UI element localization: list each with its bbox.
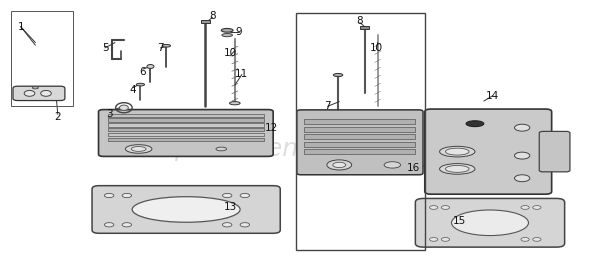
Bar xyxy=(296,13,425,250)
Text: 7: 7 xyxy=(324,101,331,111)
Text: 10: 10 xyxy=(370,43,383,53)
FancyBboxPatch shape xyxy=(425,109,552,194)
Circle shape xyxy=(514,152,530,159)
Text: 12: 12 xyxy=(265,123,278,133)
Ellipse shape xyxy=(333,73,343,77)
Circle shape xyxy=(533,206,541,209)
Bar xyxy=(108,133,264,136)
Circle shape xyxy=(122,193,132,198)
Circle shape xyxy=(533,238,541,241)
Bar xyxy=(108,123,264,127)
FancyBboxPatch shape xyxy=(13,86,65,101)
Bar xyxy=(11,11,73,106)
Text: 14: 14 xyxy=(486,91,499,101)
Ellipse shape xyxy=(136,83,145,86)
Ellipse shape xyxy=(32,87,38,89)
Ellipse shape xyxy=(222,34,232,37)
Ellipse shape xyxy=(445,148,469,155)
Text: 8: 8 xyxy=(209,11,216,21)
FancyBboxPatch shape xyxy=(539,131,570,172)
Text: 15: 15 xyxy=(453,216,466,226)
Bar xyxy=(108,128,264,131)
Ellipse shape xyxy=(41,90,51,96)
Text: 7: 7 xyxy=(157,43,164,53)
Circle shape xyxy=(240,193,250,198)
Circle shape xyxy=(514,124,530,131)
Bar xyxy=(108,114,264,117)
Ellipse shape xyxy=(466,121,484,127)
Bar xyxy=(304,149,415,154)
Bar xyxy=(360,26,369,29)
Bar xyxy=(304,142,415,147)
Ellipse shape xyxy=(125,145,152,153)
Ellipse shape xyxy=(327,160,352,170)
Circle shape xyxy=(521,238,529,241)
Ellipse shape xyxy=(24,90,35,96)
Circle shape xyxy=(104,193,114,198)
Circle shape xyxy=(430,206,438,209)
Bar xyxy=(304,127,415,132)
Circle shape xyxy=(240,223,250,227)
Bar xyxy=(108,138,264,141)
Ellipse shape xyxy=(451,210,529,236)
Circle shape xyxy=(222,193,232,198)
Text: 2: 2 xyxy=(54,112,61,122)
Circle shape xyxy=(104,223,114,227)
Ellipse shape xyxy=(162,44,171,47)
Text: 1: 1 xyxy=(17,22,24,32)
FancyBboxPatch shape xyxy=(297,110,423,175)
Text: 11: 11 xyxy=(235,69,248,80)
Text: 16: 16 xyxy=(407,163,419,173)
FancyBboxPatch shape xyxy=(99,110,273,156)
Ellipse shape xyxy=(216,147,227,151)
Ellipse shape xyxy=(221,28,233,32)
Ellipse shape xyxy=(119,105,128,110)
FancyBboxPatch shape xyxy=(415,198,565,247)
Circle shape xyxy=(430,238,438,241)
Bar xyxy=(201,20,210,23)
Ellipse shape xyxy=(384,162,401,168)
Ellipse shape xyxy=(132,197,240,222)
Text: 10: 10 xyxy=(224,48,237,58)
Text: 3: 3 xyxy=(106,109,113,119)
Ellipse shape xyxy=(147,65,154,69)
Text: 8: 8 xyxy=(356,16,363,26)
Ellipse shape xyxy=(333,162,346,168)
Ellipse shape xyxy=(440,164,475,174)
Circle shape xyxy=(521,206,529,209)
Bar xyxy=(304,134,415,139)
Bar xyxy=(108,118,264,122)
Ellipse shape xyxy=(445,165,469,172)
Ellipse shape xyxy=(131,147,146,151)
Text: 9: 9 xyxy=(235,27,242,37)
Text: 4: 4 xyxy=(129,85,136,95)
Ellipse shape xyxy=(230,102,240,105)
Circle shape xyxy=(441,238,450,241)
Circle shape xyxy=(122,223,132,227)
FancyBboxPatch shape xyxy=(92,186,280,233)
Text: eReplacementPa: eReplacementPa xyxy=(127,137,339,161)
Text: 13: 13 xyxy=(224,202,237,213)
Ellipse shape xyxy=(440,146,475,157)
Text: 6: 6 xyxy=(139,67,146,77)
Bar xyxy=(304,119,415,124)
Text: 5: 5 xyxy=(101,43,109,53)
Circle shape xyxy=(514,175,530,182)
Circle shape xyxy=(441,206,450,209)
Circle shape xyxy=(222,223,232,227)
